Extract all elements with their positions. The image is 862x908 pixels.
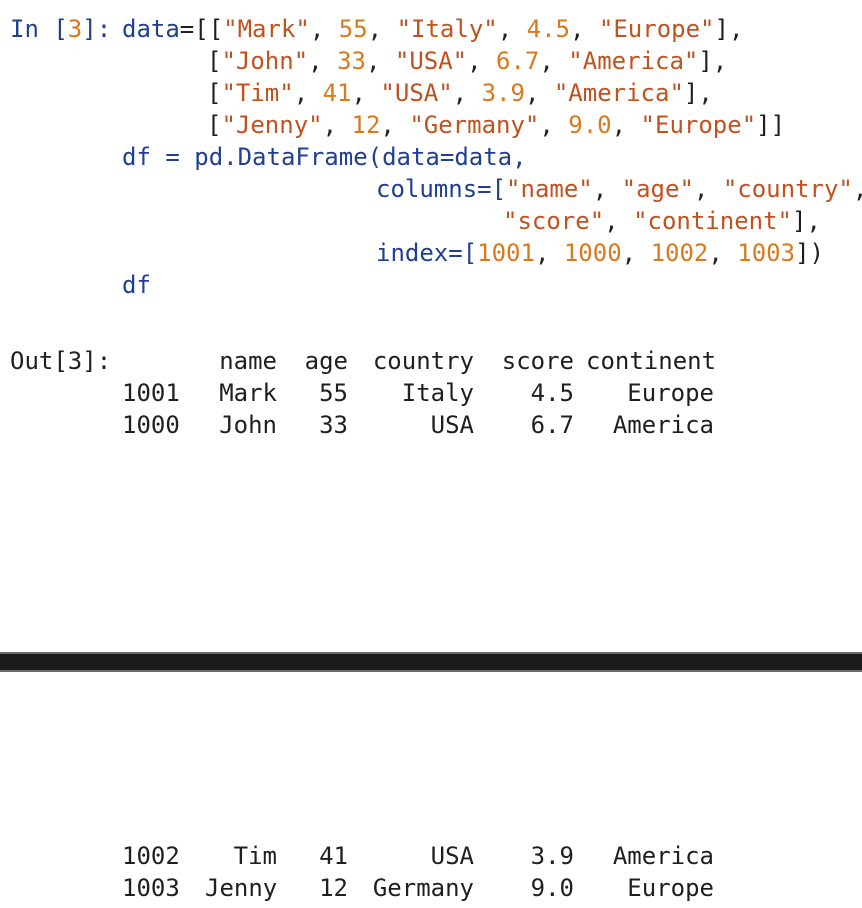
column-header-score: score [501, 347, 574, 375]
cell-age: 41 [319, 842, 348, 870]
cell-continent: Europe [627, 379, 714, 407]
code-line-3[interactable]: ["Tim", 41, "USA", 3.9, "America"], [207, 79, 713, 107]
cell-score: 9.0 [530, 874, 574, 902]
cell-continent: Europe [627, 874, 714, 902]
code-line-5[interactable]: df = pd.DataFrame(data=data, [122, 143, 527, 171]
cell-country: USA [430, 411, 474, 439]
row-index: 1000 [122, 411, 180, 439]
column-header-name: name [219, 347, 277, 375]
cell-name: Mark [219, 379, 277, 407]
cell-country: Italy [401, 379, 474, 407]
cell-age: 55 [319, 379, 348, 407]
cell-score: 4.5 [530, 379, 574, 407]
row-index: 1003 [122, 874, 180, 902]
cell-score: 3.9 [530, 842, 574, 870]
row-index: 1002 [122, 842, 180, 870]
cell-name: Jenny [205, 874, 278, 902]
cell-continent: America [612, 411, 714, 439]
column-header-age: age [304, 347, 348, 375]
cell-country: Germany [372, 874, 474, 902]
code-line-9[interactable]: df [122, 271, 151, 299]
cell-name: John [219, 411, 277, 439]
code-line-4[interactable]: ["Jenny", 12, "Germany", 9.0, "Europe"]] [207, 111, 786, 139]
cell-continent: America [612, 842, 714, 870]
code-line-1[interactable]: data=[["Mark", 55, "Italy", 4.5, "Europe… [122, 15, 744, 43]
cell-age: 12 [319, 874, 348, 902]
code-line-2[interactable]: ["John", 33, "USA", 6.7, "America"], [207, 47, 728, 75]
page-divider [0, 652, 862, 672]
output-prompt: Out[3]: [10, 347, 112, 375]
row-index: 1001 [122, 379, 180, 407]
cell-age: 33 [319, 411, 348, 439]
cell-country: USA [430, 842, 474, 870]
code-line-8[interactable]: index=[1001, 1000, 1002, 1003]) [376, 239, 824, 267]
column-header-continent: continent [586, 347, 717, 375]
cell-score: 6.7 [530, 411, 574, 439]
input-prompt: In [3]: [10, 15, 112, 43]
code-line-6[interactable]: columns=["name", "age", "country", [376, 175, 862, 203]
code-line-7[interactable]: "score", "continent"], [503, 207, 821, 235]
column-header-country: country [372, 347, 474, 375]
cell-name: Tim [233, 842, 277, 870]
